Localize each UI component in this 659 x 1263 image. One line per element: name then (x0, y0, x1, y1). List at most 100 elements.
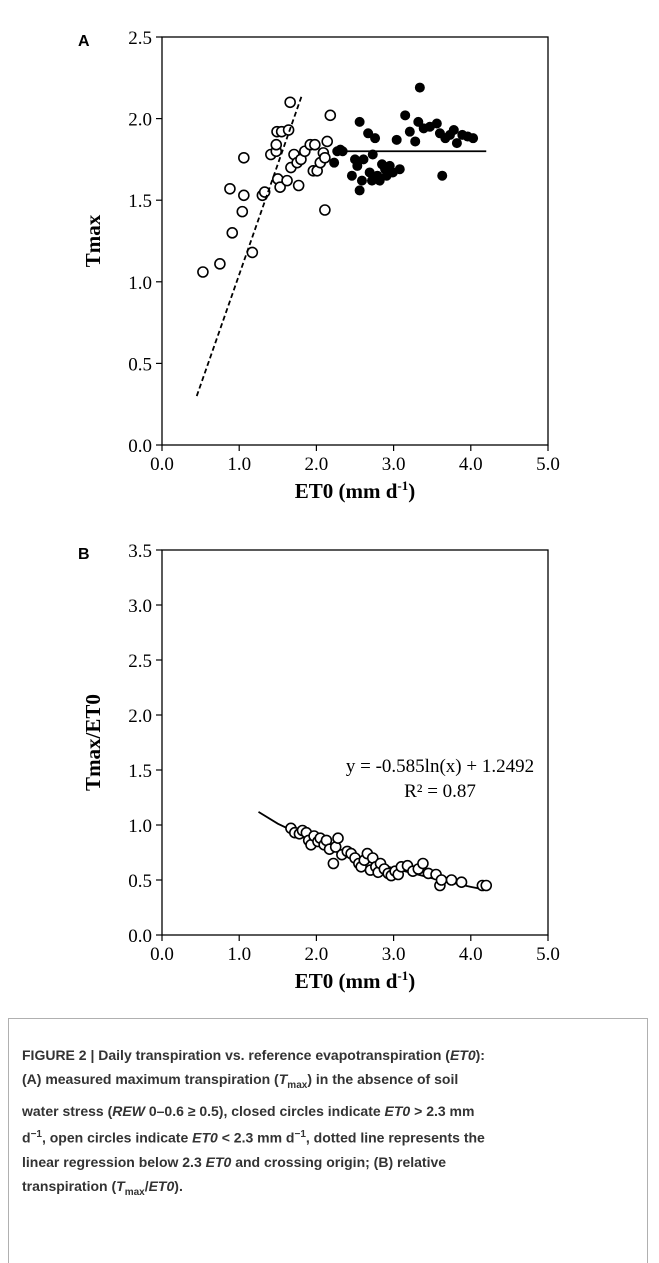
caption-text: / (144, 1178, 149, 1195)
x-tick-label: 3.0 (382, 944, 406, 965)
caption-text: ET0 (449, 1047, 476, 1063)
caption-text: , open circles indicate (41, 1129, 193, 1146)
data-point (282, 124, 295, 136)
data-point (391, 134, 402, 145)
x-tick-label: 0.0 (150, 944, 174, 965)
x-axis-label: ET0 (mm d-1) (295, 968, 416, 993)
caption-text: REW (112, 1102, 145, 1119)
fit-line (195, 95, 303, 397)
caption-text: ). (174, 1178, 183, 1195)
x-tick-label: 3.0 (382, 454, 406, 475)
caption-line: FIGURE 2 | Daily transpiration vs. refer… (22, 1043, 647, 1067)
y-tick-label: 0.0 (128, 926, 152, 947)
data-point (352, 160, 363, 171)
caption-text: max (287, 1080, 308, 1092)
y-tick-label: 2.0 (128, 706, 152, 727)
data-point (354, 116, 365, 127)
caption-text: ) in the absence of soil (307, 1071, 459, 1088)
data-point (394, 164, 405, 175)
data-point (417, 857, 429, 870)
caption-line: linear regression below 2.3 ET0 and cros… (22, 1150, 647, 1174)
y-axis-label: Tmax (81, 214, 105, 267)
caption-text: T (278, 1071, 288, 1088)
caption-text: water stress ( (22, 1102, 113, 1119)
data-point (367, 149, 378, 160)
caption-text: −1 (30, 1129, 42, 1141)
data-point (358, 154, 369, 165)
data-point (437, 170, 448, 181)
y-tick-label: 0.5 (128, 354, 152, 375)
data-point (292, 179, 305, 192)
data-point (238, 189, 250, 202)
y-tick-label: 1.0 (128, 816, 152, 837)
data-point (226, 227, 239, 239)
x-tick-label: 5.0 (536, 454, 560, 475)
caption-text: ET0 (384, 1102, 411, 1119)
data-point (332, 832, 344, 845)
data-point (346, 170, 357, 181)
y-tick-label: 1.5 (128, 191, 152, 212)
data-point (445, 874, 458, 886)
caption-text: FIGURE 2 | Daily transpiration vs. refer… (22, 1047, 450, 1063)
data-point (480, 879, 493, 892)
data-point (374, 175, 385, 186)
data-point (468, 133, 479, 144)
x-tick-label: 2.0 (305, 944, 329, 965)
plot-frame (161, 36, 549, 446)
caption-text: < 2.3 mm d (217, 1129, 295, 1146)
data-point (400, 110, 411, 121)
panel-label: A (78, 33, 90, 50)
x-axis-label-part: ) (408, 479, 415, 503)
data-point (224, 182, 236, 195)
y-tick-label: 1.5 (128, 761, 152, 782)
data-point (327, 857, 340, 870)
caption-text: d (22, 1129, 31, 1146)
data-point (431, 118, 442, 129)
y-axis-label: Tmax/ET0 (81, 694, 105, 791)
caption-text: max (124, 1187, 145, 1199)
data-point (319, 151, 331, 164)
data-point (236, 205, 249, 218)
x-tick-label: 2.0 (305, 454, 329, 475)
x-tick-label: 0.0 (150, 454, 174, 475)
x-axis-label-part: ) (408, 969, 415, 993)
x-tick-label: 4.0 (459, 944, 483, 965)
data-point (238, 151, 250, 164)
caption-text: −1 (294, 1129, 306, 1141)
data-point (281, 174, 293, 187)
data-point (370, 133, 381, 144)
y-tick-label: 3.0 (128, 596, 152, 617)
data-point (309, 138, 321, 151)
plot-frame (161, 549, 549, 936)
x-axis-label: ET0 (mm d-1) (295, 478, 416, 503)
data-point (197, 266, 209, 278)
data-point (258, 186, 271, 198)
x-axis-label-part: ET0 (mm d (295, 479, 398, 503)
data-point (404, 126, 415, 137)
caption-text: > 2.3 mm (410, 1102, 475, 1119)
data-point (448, 125, 459, 136)
caption-text: ET0 (205, 1154, 232, 1171)
y-tick-label: 0.0 (128, 436, 152, 457)
data-point (356, 175, 367, 186)
panel-label: B (78, 546, 90, 563)
data-point (214, 258, 226, 270)
caption-text: ): (475, 1047, 485, 1063)
caption-text: and crossing origin; (B) relative (231, 1154, 447, 1171)
data-point (321, 135, 334, 148)
data-point (363, 128, 374, 139)
caption-text: linear regression below 2.3 (22, 1154, 206, 1171)
data-point (354, 185, 365, 196)
y-tick-label: 0.5 (128, 871, 152, 892)
y-tick-label: 2.5 (128, 28, 152, 49)
caption-text: , dotted line represents the (305, 1129, 485, 1146)
data-point (413, 116, 424, 127)
caption-text: 0–0.6 ≥ 0.5), closed circles indicate (144, 1102, 385, 1119)
caption-line: water stress (REW 0–0.6 ≥ 0.5), closed c… (22, 1099, 647, 1123)
data-point (451, 138, 462, 149)
y-tick-label: 1.0 (128, 273, 152, 294)
caption-line: d−1, open circles indicate ET0 < 2.3 mm … (22, 1123, 647, 1150)
data-point (329, 157, 340, 168)
data-point (414, 82, 425, 93)
